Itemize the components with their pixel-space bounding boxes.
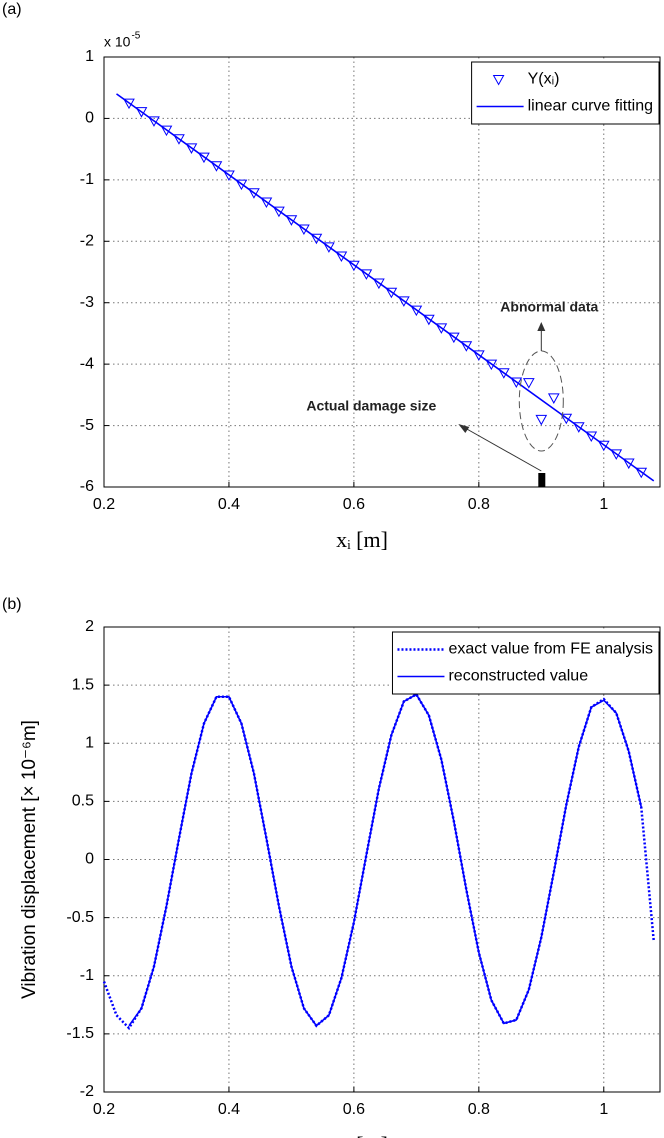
annotation: Actual damage size <box>306 398 436 414</box>
legend: exact value from FE analysis reconstructe… <box>391 631 660 695</box>
y-tick-label: -2 <box>80 233 94 250</box>
data-point <box>360 269 373 280</box>
data-point <box>260 197 273 209</box>
data-point <box>522 378 535 389</box>
data-point <box>285 215 298 226</box>
data-point <box>497 368 510 379</box>
data-point <box>148 116 160 127</box>
plot-frame <box>103 56 661 488</box>
y-tick-label: 1 <box>85 734 94 751</box>
data-point <box>210 161 223 172</box>
arrow-head <box>537 322 546 331</box>
data-point <box>585 431 598 443</box>
x-tick-label: 0.8 <box>468 1101 490 1118</box>
data-point <box>248 188 260 199</box>
legend-label: linear curve fitting <box>528 98 653 115</box>
y-tick-label: -4 <box>80 355 94 372</box>
y-multiplier-exponent: -5 <box>131 31 140 42</box>
arrow-head <box>458 424 470 433</box>
annotation: Abnormal data <box>500 299 598 315</box>
data-point <box>447 332 460 344</box>
x-axis-label: xᵢ [m] <box>336 527 388 552</box>
legend-label: Y(xᵢ) <box>528 71 560 88</box>
data-point <box>510 377 523 388</box>
x-tick-label: 0.6 <box>343 496 365 513</box>
data-point <box>185 143 198 154</box>
data-point <box>622 458 635 470</box>
y-tick-label: -2 <box>80 1083 94 1100</box>
y-tick-label: 0.5 <box>72 793 94 810</box>
x-tick-label: 0.4 <box>218 496 240 513</box>
series-line <box>116 93 655 482</box>
data-point <box>373 278 385 290</box>
series-line <box>128 693 643 1027</box>
damage-marker <box>538 473 546 487</box>
legend-symbol <box>492 75 505 86</box>
data-point <box>335 251 348 263</box>
data-point <box>535 414 548 426</box>
plot-frame <box>103 626 661 1093</box>
x-tick-label: 1 <box>599 496 608 513</box>
x-tick-label: 0.8 <box>468 496 490 513</box>
y-tick-label: -6 <box>80 478 94 495</box>
data-point <box>235 179 248 191</box>
legend-box <box>471 61 660 125</box>
y-tick-label: -1 <box>80 171 94 188</box>
legend: Y(xᵢ) linear curve fitting <box>471 61 660 125</box>
legend-label: exact value from FE analysis <box>448 641 653 658</box>
y-tick-label: -1 <box>80 967 94 984</box>
y-axis-label: Vibration displacement [× 10⁻⁶m] <box>19 720 40 999</box>
data-point <box>472 350 485 361</box>
y-tick-label: -5 <box>80 417 94 434</box>
x-tick-label: 0.2 <box>93 1101 115 1118</box>
data-point <box>485 359 498 371</box>
data-point <box>435 323 448 334</box>
data-point <box>323 242 335 253</box>
y-tick-label: 0 <box>85 110 94 127</box>
panel-label: (b) <box>2 596 22 613</box>
x-tick-label: 0.6 <box>343 1101 365 1118</box>
annotation-arrow <box>463 426 542 472</box>
data-point <box>223 170 235 181</box>
data-point <box>160 125 173 137</box>
data-point <box>298 224 310 236</box>
y-tick-label: 1 <box>85 48 94 65</box>
y-tick-label: -1.5 <box>66 1025 94 1042</box>
data-point <box>410 305 423 317</box>
data-point <box>460 341 473 352</box>
data-point <box>610 449 623 460</box>
legend-label: reconstructed value <box>448 668 588 685</box>
data-point <box>123 98 135 110</box>
x-tick-label: 1 <box>599 1101 608 1118</box>
x-tick-label: 0.4 <box>218 1101 240 1118</box>
y-tick-label: 0 <box>85 851 94 868</box>
y-multiplier: x 10 <box>104 34 131 50</box>
annotation-ellipse <box>518 350 564 452</box>
y-tick-label: 1.5 <box>72 676 94 693</box>
data-point <box>547 393 560 404</box>
y-tick-label: -0.5 <box>66 909 94 926</box>
data-point <box>135 107 148 118</box>
data-point <box>198 152 210 164</box>
panel-label: (a) <box>2 1 22 18</box>
x-tick-label: 0.2 <box>93 496 115 513</box>
y-tick-label: 2 <box>85 618 94 635</box>
data-point <box>173 134 185 145</box>
data-point <box>398 296 410 307</box>
legend-box <box>391 631 660 695</box>
data-point <box>572 422 585 433</box>
x-axis-label: xᵢ [m] <box>336 1132 388 1138</box>
series-line <box>102 692 655 1031</box>
y-tick-label: -3 <box>80 294 94 311</box>
